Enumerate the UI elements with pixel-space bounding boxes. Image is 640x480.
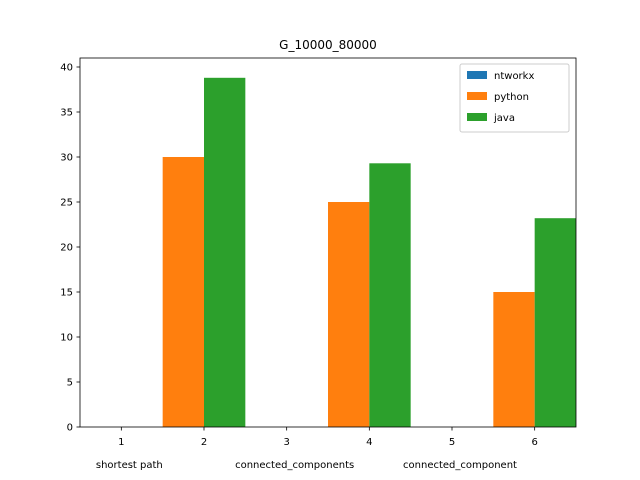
bar-python-1 <box>328 202 370 427</box>
plot-frame <box>79 57 577 428</box>
y-tick-label-10: 10 <box>60 333 73 344</box>
bar-python-2 <box>493 292 535 427</box>
y-tick-label-30: 30 <box>60 153 73 164</box>
x-tick-label-5: 5 <box>449 437 455 448</box>
legend-label-ntworkx: ntworkx <box>494 71 534 82</box>
group-label-2: connected_component <box>403 460 517 471</box>
y-tick-label-35: 35 <box>60 108 73 119</box>
y-tick-label-25: 25 <box>60 198 73 209</box>
legend-box <box>459 63 570 133</box>
group-label-1: connected_components <box>235 460 354 471</box>
x-tick-label-6: 6 <box>531 437 537 448</box>
x-tick-label-4: 4 <box>366 437 372 448</box>
y-tick-label-40: 40 <box>60 63 73 74</box>
x-tick-label-3: 3 <box>283 437 289 448</box>
legend-label-java: java <box>493 113 515 124</box>
y-tick-label-0: 0 <box>67 423 73 434</box>
bar-python-0 <box>162 157 204 427</box>
chart-title: G_10000_80000 <box>279 38 377 52</box>
legend-swatch-python <box>467 92 487 100</box>
bars-layer <box>162 77 576 428</box>
axes-layer <box>79 57 577 428</box>
y-tick-label-20: 20 <box>60 243 73 254</box>
ticks-layer: 0 5 10 15 20 25 30 35 40 1 2 3 4 5 6 <box>60 63 538 449</box>
y-tick-label-5: 5 <box>67 378 73 389</box>
bar-java-0 <box>204 77 246 428</box>
bar-java-2 <box>534 218 576 427</box>
x-tick-label-2: 2 <box>201 437 207 448</box>
legend-label-python: python <box>494 92 529 103</box>
y-tick-label-15: 15 <box>60 288 73 299</box>
bar-java-1 <box>369 163 411 428</box>
group-labels-layer: shortest path connected_components connect… <box>96 460 517 471</box>
group-label-0: shortest path <box>96 460 163 471</box>
x-tick-label-1: 1 <box>118 437 124 448</box>
legend-swatch-ntworkx <box>467 71 487 79</box>
legend: ntworkx python java <box>459 63 570 133</box>
legend-swatch-java <box>467 113 487 121</box>
